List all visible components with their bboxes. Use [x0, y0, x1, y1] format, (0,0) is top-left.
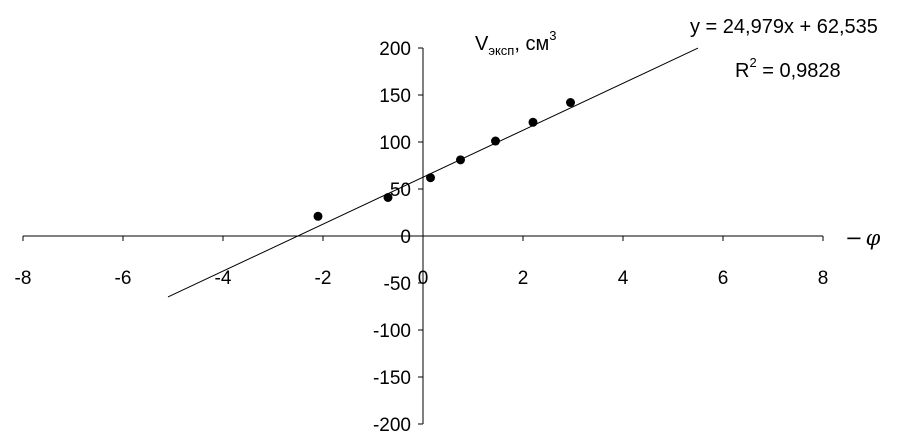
y-tick-label: -50	[384, 274, 411, 295]
x-tick-label: -2	[315, 268, 332, 289]
trendline	[167, 47, 699, 298]
trendline-group	[167, 47, 699, 298]
x-axis-label: − φ	[845, 226, 881, 250]
data-points	[313, 98, 575, 221]
data-point	[313, 211, 323, 221]
y-axis-label-sup: 3	[549, 28, 556, 43]
y-tick-label: 50	[390, 180, 411, 201]
r-squared-sup: 2	[749, 55, 756, 70]
axes	[22, 47, 824, 425]
tick-labels: -8 -6 -4 -2 0 2 4 6 8 200 150 100 50 0 -50 -100 -150 -200	[15, 39, 829, 434]
y-axis-label: Vэксп, см3	[475, 28, 556, 58]
x-tick-label: -8	[15, 268, 32, 289]
x-tick-label: -6	[115, 268, 132, 289]
data-point	[383, 192, 393, 202]
x-axis-label-sign: −	[845, 226, 863, 250]
data-point	[491, 136, 500, 146]
y-axis-label-sub: эксп	[488, 43, 514, 58]
x-tick-label: 0	[418, 268, 429, 289]
y-tick-label: -150	[373, 368, 411, 389]
r-squared-value: = 0,9828	[757, 60, 841, 82]
x-tick-label: 4	[618, 268, 629, 289]
data-point	[566, 98, 575, 108]
x-tick-label: 2	[518, 268, 529, 289]
y-tick-label: 150	[379, 86, 411, 107]
x-tick-label: 6	[718, 268, 729, 289]
y-tick-label: 100	[379, 133, 411, 154]
x-tick-label: -4	[215, 268, 232, 289]
y-tick-label: -100	[373, 321, 411, 342]
y-tick-label: -200	[373, 415, 411, 434]
r-squared-label: R2 = 0,9828	[735, 55, 841, 82]
y-tick-label: 0	[400, 227, 411, 248]
x-axis-label-symbol: φ	[866, 226, 881, 250]
data-point	[456, 155, 465, 165]
x-tick-label: 8	[818, 268, 829, 289]
trendline-equation: y = 24,979x + 62,535	[690, 16, 878, 38]
y-tick-label: 200	[379, 39, 411, 60]
data-point	[426, 173, 435, 183]
data-point	[528, 117, 538, 127]
y-axis-label-unit: , см	[514, 33, 549, 55]
